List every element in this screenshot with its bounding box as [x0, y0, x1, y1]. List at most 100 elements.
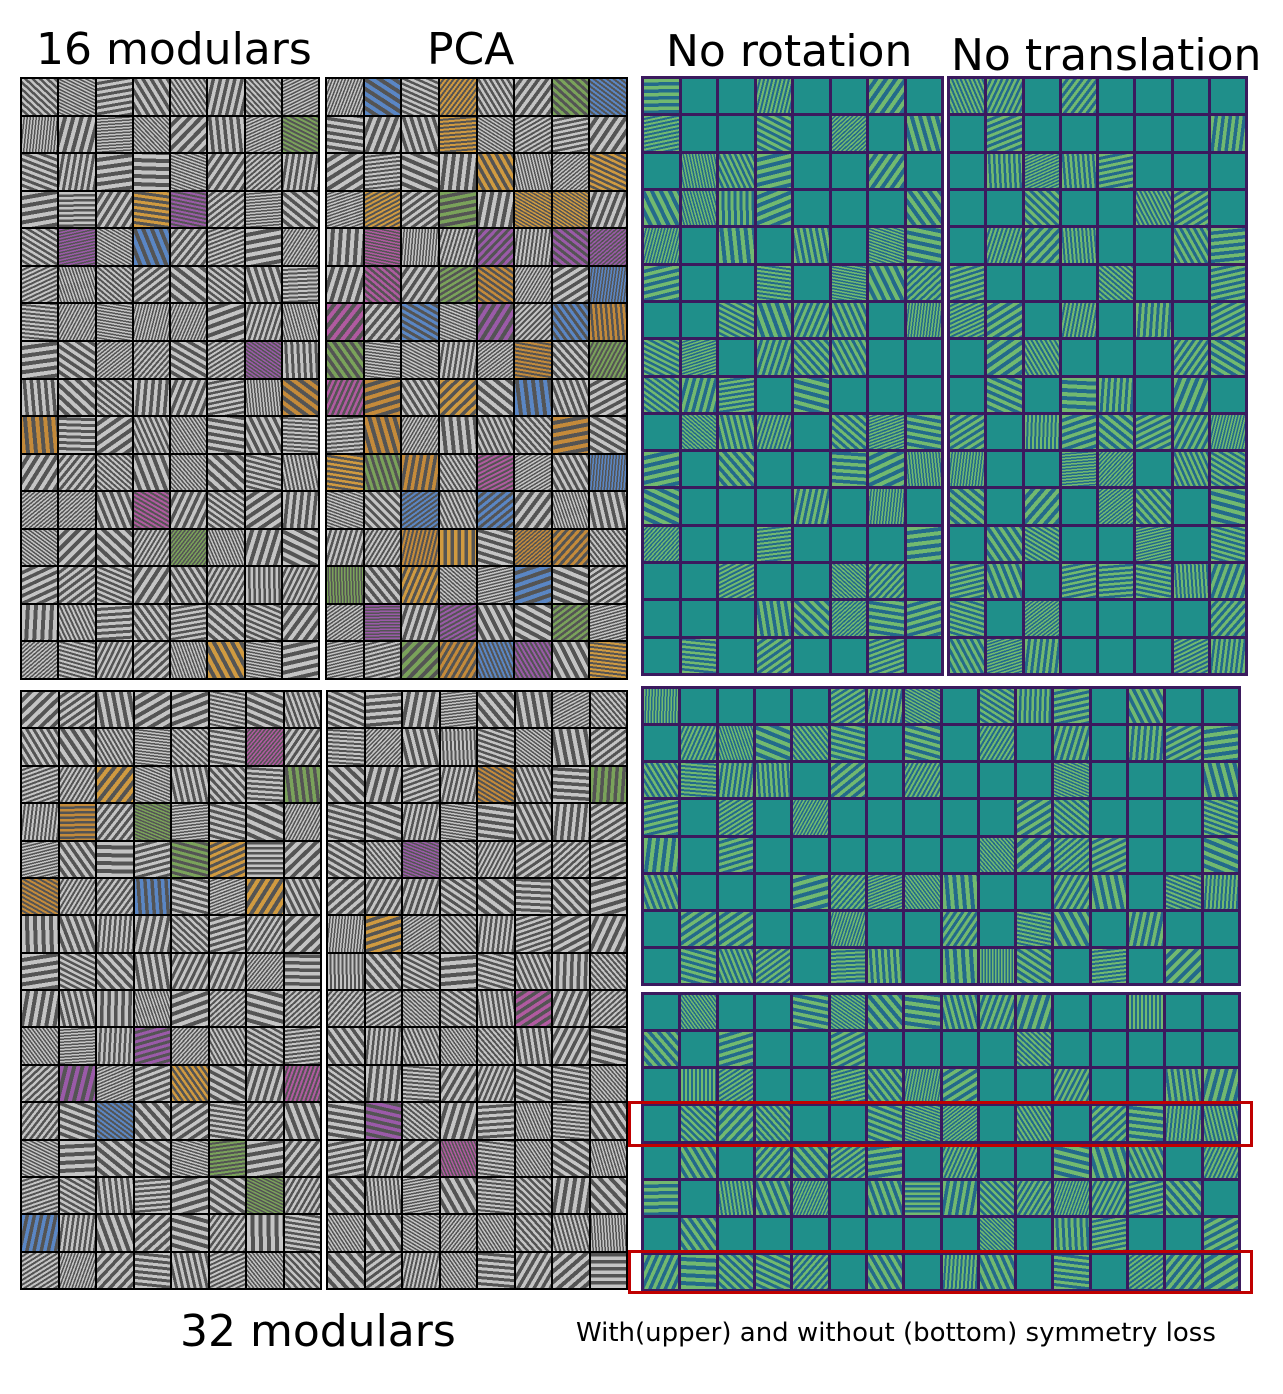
- filter-tile: [22, 604, 58, 641]
- filter-tile: [942, 800, 977, 835]
- filter-tile: [1099, 564, 1134, 599]
- filter-tile: [22, 379, 58, 416]
- filter-tile: [1166, 1143, 1201, 1178]
- filter-tile: [59, 266, 95, 303]
- filter-tile: [282, 567, 318, 603]
- filter-tile: [906, 489, 941, 524]
- filter-tile: [1054, 874, 1089, 909]
- filter-tile: [831, 302, 866, 338]
- filter-tile: [1061, 638, 1096, 673]
- filter-tile: [719, 377, 754, 412]
- filter-tile: [59, 529, 95, 566]
- filter-tile: [133, 379, 169, 416]
- filter-tile: [831, 638, 866, 673]
- filter-tile: [950, 265, 985, 300]
- filter-tile: [59, 154, 95, 190]
- filter-tile: [59, 604, 95, 641]
- filter-tile: [719, 228, 754, 263]
- filter-tile: [327, 266, 363, 303]
- filter-tile: [644, 726, 679, 761]
- filter-tile: [1017, 800, 1052, 835]
- filter-tile: [950, 116, 985, 151]
- filter-tile: [906, 79, 941, 114]
- filter-tile: [1061, 190, 1096, 226]
- filter-tile: [247, 841, 283, 877]
- filter-tile: [1099, 638, 1134, 673]
- filter-tile: [282, 304, 318, 340]
- filter-tile: [1054, 763, 1089, 798]
- filter-tile: [133, 341, 169, 378]
- filter-tile: [134, 953, 170, 989]
- filter-tile: [1166, 874, 1201, 909]
- filter-tile: [644, 265, 679, 300]
- filter-tile: [942, 726, 977, 761]
- filter-tile: [515, 191, 551, 228]
- filter-tile: [681, 837, 716, 872]
- filter-tile: [681, 1106, 716, 1141]
- filter-tile: [515, 341, 551, 378]
- filter-tile: [247, 916, 283, 952]
- filter-tile: [552, 642, 589, 678]
- filter-tile: [644, 116, 679, 151]
- filter-tile: [22, 1028, 58, 1064]
- filter-tile: [133, 567, 169, 603]
- filter-tile: [209, 1028, 245, 1064]
- filter-tile: [942, 763, 977, 798]
- filter-tile: [133, 79, 169, 115]
- filter-tile: [590, 1065, 626, 1102]
- filter-tile: [987, 340, 1022, 375]
- filter-tile: [830, 763, 865, 798]
- filter-tile: [755, 689, 791, 724]
- filter-tile: [22, 79, 58, 115]
- filter-tile: [403, 1028, 439, 1064]
- filter-tile: [681, 340, 716, 375]
- filter-tile: [1099, 601, 1134, 636]
- filter-tile: [134, 841, 170, 877]
- filter-tile: [681, 414, 716, 450]
- filter-tile: [134, 729, 170, 765]
- filter-tile: [1136, 190, 1171, 226]
- filter-tile: [1017, 1217, 1052, 1252]
- filter-tile: [644, 1032, 679, 1067]
- filter-tile: [327, 116, 363, 153]
- filter-tile: [552, 116, 589, 153]
- filter-tile: [96, 417, 132, 453]
- filter-tile: [644, 340, 679, 375]
- filter-tile: [1210, 638, 1245, 673]
- filter-tile: [284, 841, 320, 877]
- filter-tile: [247, 692, 283, 728]
- filter-tile: [644, 1106, 679, 1141]
- filter-tile: [208, 454, 244, 491]
- filter-tile: [1054, 837, 1089, 872]
- filter-tile: [1173, 265, 1208, 300]
- filter-tile: [1210, 340, 1245, 375]
- filter-tile: [950, 601, 985, 636]
- filter-tile: [59, 1177, 95, 1214]
- filter-tile: [869, 452, 904, 487]
- filter-tile: [1173, 489, 1208, 524]
- filter-tile: [1017, 874, 1052, 909]
- filter-tile: [96, 266, 132, 303]
- filter-tile: [245, 154, 281, 190]
- filter-tile: [97, 1215, 133, 1251]
- filter-tile: [1210, 526, 1245, 562]
- filter-grid-pca-lower: [326, 690, 628, 1290]
- filter-tile: [1166, 995, 1201, 1030]
- filter-tile: [327, 191, 363, 228]
- filter-tile: [1129, 837, 1164, 872]
- filter-tile: [552, 191, 589, 228]
- filter-tile: [171, 266, 207, 303]
- filter-tile: [245, 304, 281, 340]
- filter-tile: [365, 1177, 401, 1214]
- filter-tile: [590, 266, 626, 303]
- filter-tile: [171, 567, 207, 603]
- filter-tile: [719, 116, 754, 151]
- filter-tile: [97, 1140, 133, 1176]
- filter-tile: [1203, 726, 1238, 761]
- filter-tile: [756, 452, 791, 487]
- filter-tile: [1203, 911, 1238, 946]
- highlight-box-row-4: [628, 1101, 1253, 1147]
- filter-tile: [590, 916, 626, 952]
- filter-tile: [755, 995, 791, 1030]
- filter-tile: [718, 1217, 753, 1252]
